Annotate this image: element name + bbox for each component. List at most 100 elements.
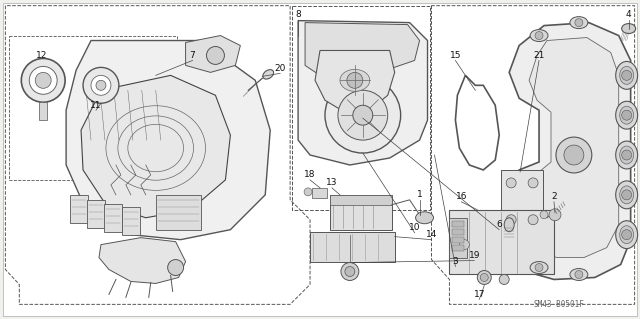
Bar xyxy=(10,35,177,180)
Bar xyxy=(449,210,554,274)
Bar xyxy=(70,195,88,223)
Bar xyxy=(452,229,465,235)
Text: 2: 2 xyxy=(551,192,557,201)
Circle shape xyxy=(540,211,548,219)
Ellipse shape xyxy=(415,212,433,224)
Text: 15: 15 xyxy=(450,51,461,60)
Ellipse shape xyxy=(263,70,274,79)
Ellipse shape xyxy=(620,146,634,164)
Bar xyxy=(312,188,327,198)
Circle shape xyxy=(556,137,592,173)
Text: 13: 13 xyxy=(326,178,338,187)
Text: 1: 1 xyxy=(417,190,422,199)
Polygon shape xyxy=(315,50,395,112)
Circle shape xyxy=(528,215,538,225)
Circle shape xyxy=(353,105,372,125)
Text: 8: 8 xyxy=(295,10,301,19)
Text: 16: 16 xyxy=(456,192,467,201)
Circle shape xyxy=(564,145,584,165)
Ellipse shape xyxy=(621,24,636,33)
Ellipse shape xyxy=(570,17,588,29)
Circle shape xyxy=(621,70,632,80)
Text: SM43-B0501F: SM43-B0501F xyxy=(534,300,584,309)
Polygon shape xyxy=(298,21,428,165)
Bar xyxy=(449,218,467,257)
Circle shape xyxy=(35,72,51,88)
Ellipse shape xyxy=(616,62,637,89)
Ellipse shape xyxy=(620,226,634,244)
Circle shape xyxy=(528,178,538,188)
Circle shape xyxy=(575,19,583,26)
Bar xyxy=(87,200,105,228)
Bar xyxy=(452,221,465,227)
Ellipse shape xyxy=(616,101,637,129)
Polygon shape xyxy=(66,41,270,240)
Circle shape xyxy=(96,80,106,90)
Bar xyxy=(156,195,200,230)
Text: 18: 18 xyxy=(304,170,316,179)
Text: 10: 10 xyxy=(409,223,420,232)
Polygon shape xyxy=(305,23,420,78)
Ellipse shape xyxy=(620,66,634,84)
Circle shape xyxy=(325,78,401,153)
Ellipse shape xyxy=(530,262,548,273)
Circle shape xyxy=(621,150,632,160)
Bar xyxy=(501,170,543,230)
Bar xyxy=(330,195,392,230)
Ellipse shape xyxy=(620,186,634,204)
Circle shape xyxy=(347,72,363,88)
Circle shape xyxy=(621,190,632,200)
Polygon shape xyxy=(186,35,241,72)
Polygon shape xyxy=(505,23,630,279)
Circle shape xyxy=(304,188,312,196)
Bar xyxy=(39,102,47,120)
Circle shape xyxy=(477,271,492,285)
Circle shape xyxy=(338,90,388,140)
Circle shape xyxy=(621,110,632,120)
Text: 14: 14 xyxy=(426,230,437,239)
Ellipse shape xyxy=(616,181,637,209)
Circle shape xyxy=(341,263,359,280)
Ellipse shape xyxy=(340,70,370,91)
Text: 4: 4 xyxy=(626,10,632,19)
Text: 19: 19 xyxy=(468,251,480,260)
Bar xyxy=(310,232,395,262)
Ellipse shape xyxy=(616,141,637,169)
Circle shape xyxy=(480,273,488,281)
Circle shape xyxy=(460,240,469,249)
Circle shape xyxy=(535,263,543,271)
Polygon shape xyxy=(81,75,230,218)
Text: 11: 11 xyxy=(90,101,102,110)
Circle shape xyxy=(506,178,516,188)
Polygon shape xyxy=(521,38,619,257)
Circle shape xyxy=(207,47,225,64)
Circle shape xyxy=(506,215,516,225)
Ellipse shape xyxy=(570,269,588,280)
Circle shape xyxy=(535,32,543,40)
Circle shape xyxy=(499,274,509,285)
Ellipse shape xyxy=(530,30,548,41)
Bar xyxy=(104,204,122,232)
Circle shape xyxy=(83,67,119,103)
Circle shape xyxy=(21,58,65,102)
Circle shape xyxy=(345,267,355,277)
Text: 21: 21 xyxy=(533,51,545,60)
Circle shape xyxy=(168,260,184,276)
Bar xyxy=(452,245,465,251)
Circle shape xyxy=(575,271,583,278)
Circle shape xyxy=(29,66,57,94)
Circle shape xyxy=(91,75,111,95)
Polygon shape xyxy=(99,238,186,284)
Text: 7: 7 xyxy=(189,51,195,60)
Ellipse shape xyxy=(616,221,637,249)
Bar xyxy=(452,237,465,243)
Circle shape xyxy=(621,230,632,240)
Text: 3: 3 xyxy=(452,257,458,266)
Ellipse shape xyxy=(504,218,514,232)
Text: 6: 6 xyxy=(497,220,502,229)
Text: 20: 20 xyxy=(275,64,286,73)
Ellipse shape xyxy=(620,106,634,124)
Circle shape xyxy=(549,209,561,221)
Text: 12: 12 xyxy=(36,51,47,60)
Text: 17: 17 xyxy=(474,290,485,299)
